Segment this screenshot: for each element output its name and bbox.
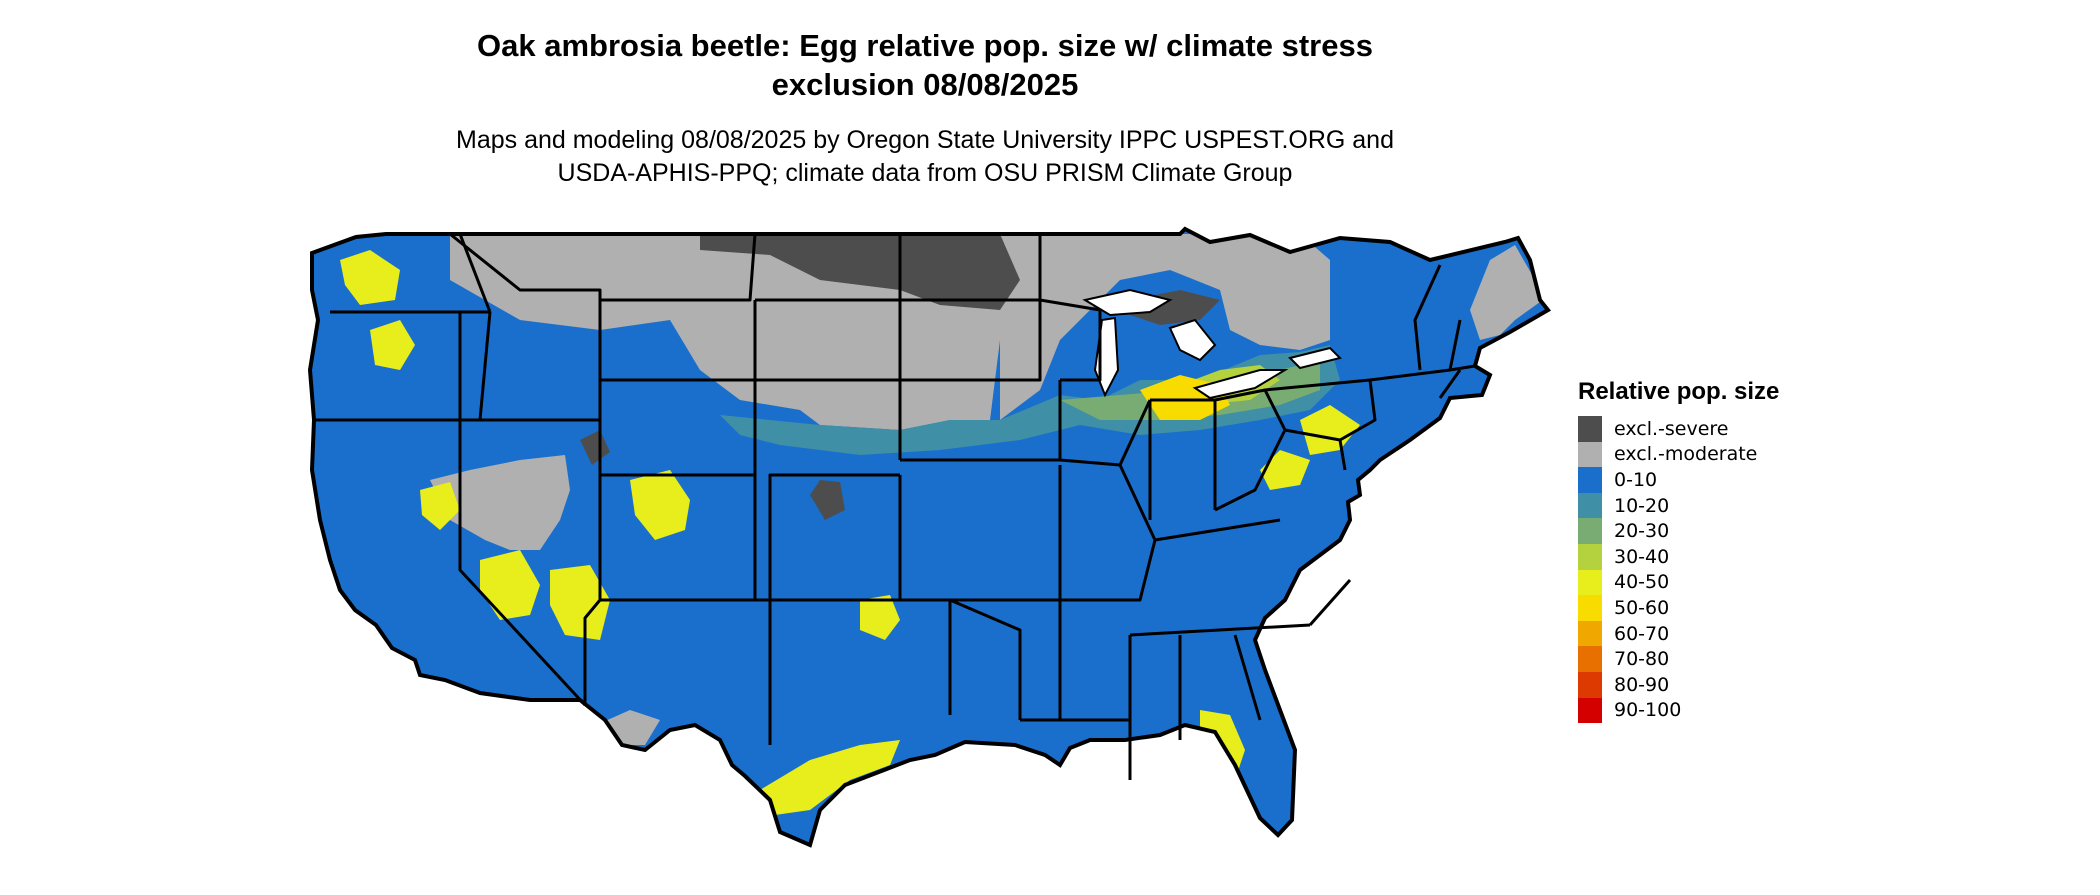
legend-swatch: [1578, 492, 1602, 519]
legend-swatch: [1578, 543, 1602, 570]
legend-label: 0-10: [1614, 468, 1658, 491]
legend-swatch: [1578, 646, 1602, 672]
us-population-map: [308, 227, 1550, 847]
legend-title: Relative pop. size: [1578, 378, 1780, 405]
legend-item: 30-40: [1578, 543, 1779, 570]
legend-swatch: [1578, 671, 1602, 698]
legend-swatch: [1578, 467, 1602, 493]
legend-label: 30-40: [1614, 545, 1670, 568]
legend-swatch: [1578, 595, 1602, 621]
legend-item: excl.-moderate: [1578, 441, 1779, 468]
legend-item: 20-30: [1578, 518, 1779, 544]
legend-swatch: [1578, 518, 1602, 544]
legend-label: 90-100: [1614, 699, 1682, 722]
legend-label: 50-60: [1614, 596, 1670, 619]
legend-label: 10-20: [1614, 494, 1670, 517]
legend: Relative pop. size excl.-severe excl.-mod…: [1578, 378, 1780, 724]
map-title: Oak ambrosia beetle: Egg relative pop. s…: [477, 28, 1373, 102]
legend-item: 0-10: [1578, 467, 1779, 493]
legend-item: excl.-severe: [1578, 416, 1779, 442]
legend-item: 50-60: [1578, 595, 1779, 621]
legend-swatch: [1578, 569, 1602, 596]
legend-label: 70-80: [1614, 648, 1670, 671]
legend-item: 80-90: [1578, 671, 1779, 698]
map-subtitle: Maps and modeling 08/08/2025 by Oregon S…: [456, 126, 1394, 187]
legend-label: 20-30: [1614, 520, 1670, 543]
legend-swatch: [1578, 441, 1602, 468]
legend-label: 80-90: [1614, 673, 1670, 696]
legend-label: 60-70: [1614, 622, 1670, 645]
legend-item: 70-80: [1578, 646, 1779, 672]
legend-swatch: [1578, 620, 1602, 647]
legend-item: 40-50: [1578, 569, 1779, 596]
legend-swatch: [1578, 697, 1602, 724]
legend-label: excl.-severe: [1614, 417, 1729, 440]
legend-label: excl.-moderate: [1614, 443, 1758, 466]
legend-swatch: [1578, 416, 1602, 442]
legend-label: 40-50: [1614, 571, 1670, 594]
legend-item: 90-100: [1578, 697, 1779, 724]
legend-item: 60-70: [1578, 620, 1779, 647]
legend-item: 10-20: [1578, 492, 1779, 519]
